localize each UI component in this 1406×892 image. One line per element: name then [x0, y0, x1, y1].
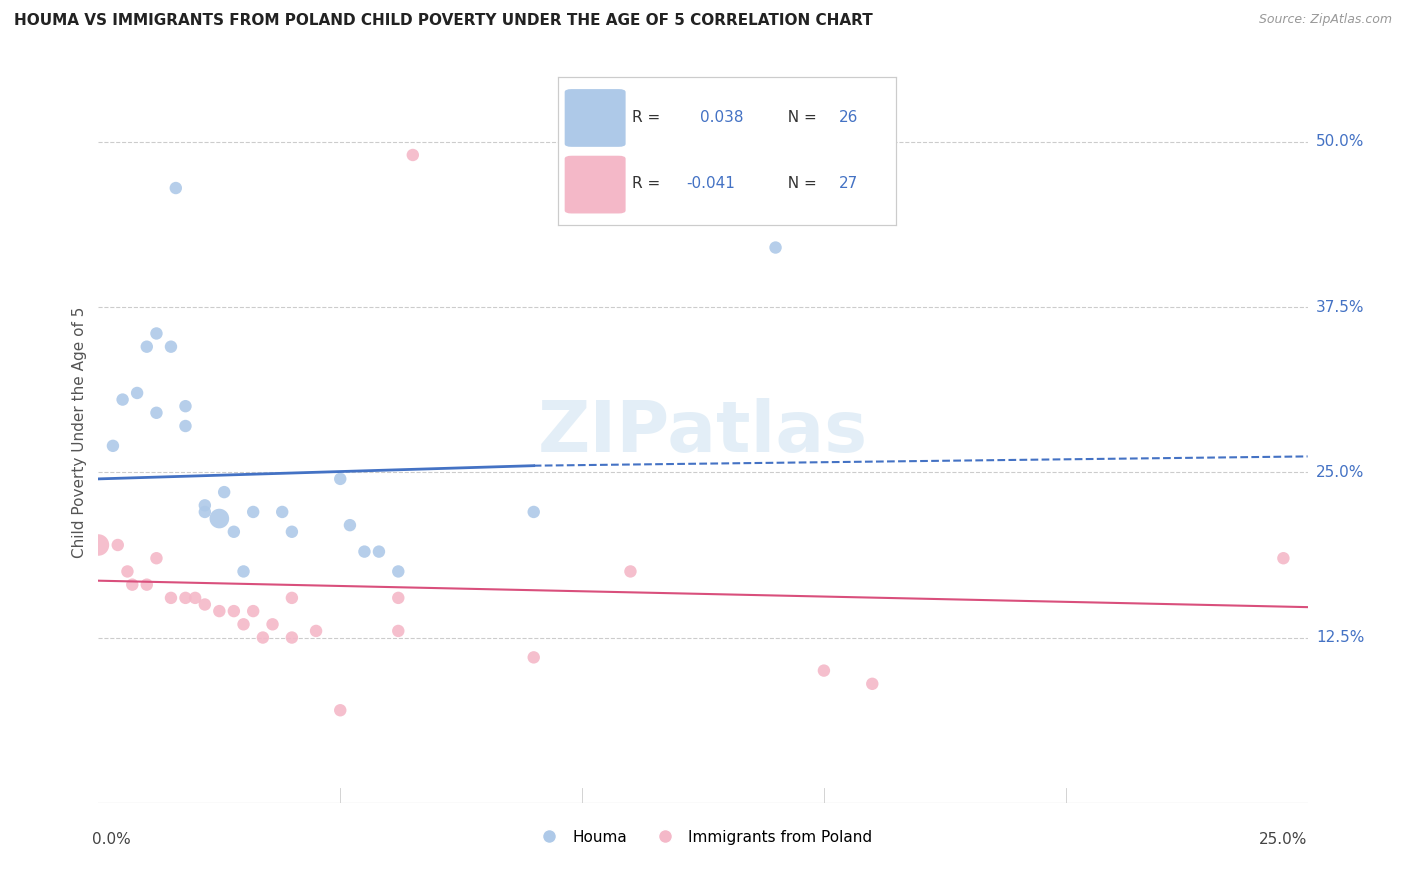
Point: [387, 591, 409, 605]
Point: [107, 538, 129, 552]
Point: [160, 340, 183, 354]
Point: [329, 703, 352, 717]
Point: [87, 538, 110, 552]
Point: [127, 386, 149, 401]
Point: [281, 631, 304, 645]
Text: 12.5%: 12.5%: [1316, 630, 1364, 645]
Point: [194, 505, 217, 519]
Point: [174, 591, 197, 605]
Point: [194, 499, 217, 513]
Point: [165, 181, 187, 195]
Point: [232, 617, 254, 632]
Text: 37.5%: 37.5%: [1316, 300, 1364, 315]
Point: [242, 604, 264, 618]
Point: [145, 406, 167, 420]
Point: [765, 241, 787, 255]
Point: [194, 598, 217, 612]
Point: [135, 577, 157, 591]
Point: [222, 604, 245, 618]
Point: [252, 631, 274, 645]
Text: 0.0%: 0.0%: [93, 832, 131, 847]
Point: [242, 505, 264, 519]
Point: [523, 650, 546, 665]
Point: [208, 511, 231, 525]
Point: [117, 565, 139, 579]
Text: ZIPatlas: ZIPatlas: [538, 398, 868, 467]
Point: [174, 399, 197, 413]
Point: [208, 604, 231, 618]
Text: 25.0%: 25.0%: [1260, 832, 1308, 847]
Point: [222, 524, 245, 539]
Text: Source: ZipAtlas.com: Source: ZipAtlas.com: [1258, 13, 1392, 27]
Point: [387, 565, 409, 579]
Point: [305, 624, 328, 638]
Point: [329, 472, 352, 486]
Point: [101, 439, 124, 453]
Point: [1272, 551, 1295, 566]
Point: [271, 505, 294, 519]
Point: [353, 544, 375, 558]
Point: [145, 551, 167, 566]
Point: [121, 577, 143, 591]
Point: [174, 419, 197, 434]
Point: [160, 591, 183, 605]
Point: [111, 392, 134, 407]
Point: [281, 591, 304, 605]
Point: [339, 518, 361, 533]
Y-axis label: Child Poverty Under the Age of 5: Child Poverty Under the Age of 5: [72, 307, 87, 558]
Point: [145, 326, 167, 341]
Point: [135, 340, 157, 354]
Text: HOUMA VS IMMIGRANTS FROM POLAND CHILD POVERTY UNDER THE AGE OF 5 CORRELATION CHA: HOUMA VS IMMIGRANTS FROM POLAND CHILD PO…: [14, 13, 873, 29]
Legend: Houma, Immigrants from Poland: Houma, Immigrants from Poland: [527, 823, 879, 851]
Point: [387, 624, 409, 638]
Point: [368, 544, 391, 558]
Point: [402, 148, 425, 162]
Point: [212, 485, 235, 500]
Point: [813, 664, 835, 678]
Point: [619, 565, 641, 579]
Point: [523, 505, 546, 519]
Point: [860, 677, 883, 691]
Point: [232, 565, 254, 579]
Point: [184, 591, 207, 605]
Point: [262, 617, 284, 632]
Point: [281, 524, 304, 539]
Text: 50.0%: 50.0%: [1316, 135, 1364, 149]
Text: 25.0%: 25.0%: [1316, 465, 1364, 480]
